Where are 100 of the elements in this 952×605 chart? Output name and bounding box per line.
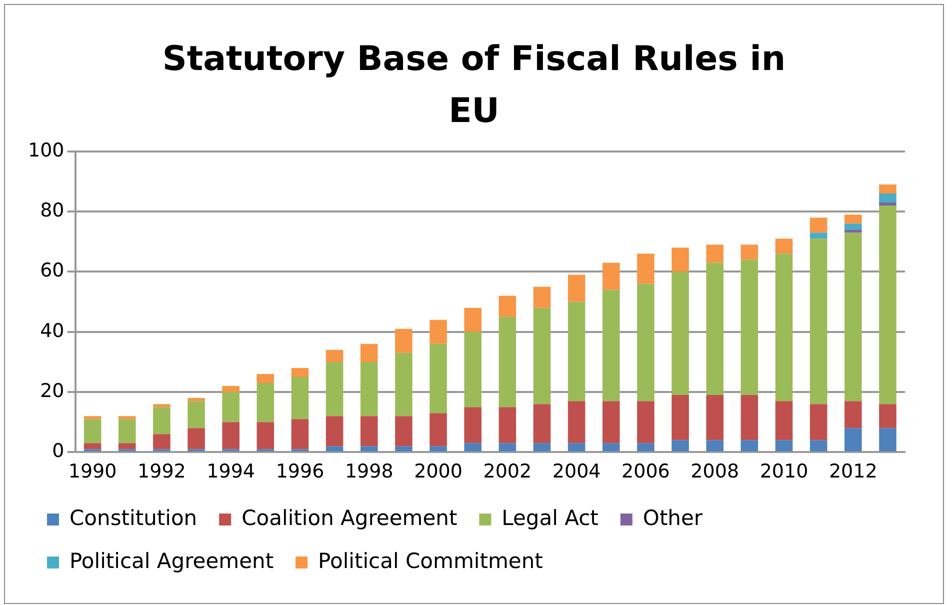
x-tick-label: 1998 (344, 460, 394, 483)
bar (637, 254, 654, 284)
bar (879, 206, 896, 404)
x-tick-label: 2012 (828, 460, 878, 483)
bar (118, 443, 136, 450)
chart-title: Statutory Base of Fiscal Rules in EU (161, 38, 787, 133)
bar (810, 404, 828, 440)
bar (637, 443, 654, 452)
x-tick-label: 1996 (276, 460, 324, 483)
bar (326, 350, 344, 362)
y-tick-label: 60 (40, 260, 64, 282)
bar (256, 374, 274, 384)
bar (360, 362, 378, 416)
bar (430, 344, 447, 414)
bar (326, 446, 344, 452)
legend-label: Legal Act (502, 506, 598, 530)
bar (430, 320, 447, 344)
x-tick-label: 2008 (690, 460, 740, 483)
bar (844, 214, 862, 224)
bar (360, 344, 378, 362)
x-tick-label: 1990 (68, 460, 117, 483)
bar (360, 446, 378, 452)
bar (464, 407, 482, 444)
x-tick-label: 1994 (206, 460, 256, 483)
bar (118, 419, 136, 444)
bar (291, 368, 309, 377)
bar (568, 443, 586, 452)
legend-label: Coalition Agreement (242, 506, 458, 530)
bar (256, 422, 274, 450)
bar (844, 232, 862, 402)
x-tick-label: 2006 (622, 460, 670, 483)
bar (810, 238, 828, 404)
bar (222, 422, 240, 450)
bar (256, 383, 274, 422)
bar (879, 404, 896, 428)
bar (533, 308, 551, 404)
bar (360, 416, 378, 446)
y-tick-label: 80 (40, 199, 64, 222)
bar (291, 419, 309, 450)
bar (464, 308, 482, 332)
y-tick-label: 100 (28, 139, 64, 162)
legend-label: Political Commitment (318, 548, 543, 573)
bar (810, 440, 828, 452)
bar (533, 404, 551, 444)
bar (879, 428, 896, 452)
bar (672, 248, 689, 272)
y-tick-label: 40 (40, 320, 64, 342)
bar (533, 286, 551, 308)
x-tick-label: 2000 (414, 460, 462, 483)
bar (844, 401, 862, 428)
bar (188, 401, 205, 428)
bar (775, 238, 793, 254)
x-tick-label: 2010 (760, 460, 808, 483)
bar (810, 218, 828, 233)
bar (395, 416, 412, 446)
bar (153, 434, 170, 450)
bar (84, 419, 102, 444)
bar (84, 443, 102, 450)
bar (672, 272, 689, 396)
bar (602, 290, 620, 402)
bar (533, 443, 551, 452)
bar (430, 413, 447, 446)
bar (637, 284, 654, 402)
bar (775, 440, 793, 452)
bar (326, 362, 344, 416)
legend-label: Other (642, 506, 703, 530)
bar (672, 395, 689, 440)
bar (740, 260, 758, 396)
bar (879, 194, 896, 203)
bar (706, 395, 724, 440)
bar (84, 416, 102, 420)
bar (395, 328, 412, 353)
bar (498, 316, 516, 408)
x-tick-label: 2002 (483, 460, 532, 483)
bar (740, 440, 758, 452)
bar (188, 428, 205, 450)
bar (706, 244, 724, 263)
x-tick-label: 1992 (138, 460, 186, 483)
bar (222, 386, 240, 392)
bar (844, 224, 862, 230)
bar (222, 392, 240, 422)
bar (498, 443, 516, 452)
legend-label: Constitution (70, 506, 198, 530)
bar (326, 416, 344, 446)
bar (153, 407, 170, 434)
bar (395, 446, 412, 452)
bar (706, 440, 724, 452)
bar (430, 446, 447, 452)
bar (672, 440, 689, 452)
y-tick-label: 20 (40, 380, 64, 402)
x-tick-label: 2004 (552, 460, 601, 483)
bar (706, 262, 724, 396)
bar (188, 398, 205, 402)
legend-label: Political Agreement (70, 548, 274, 573)
bar (498, 407, 516, 444)
bar (844, 428, 862, 452)
bar (879, 184, 896, 194)
bar (637, 401, 654, 444)
y-tick-label: 0 (52, 440, 64, 462)
bar (740, 395, 758, 440)
